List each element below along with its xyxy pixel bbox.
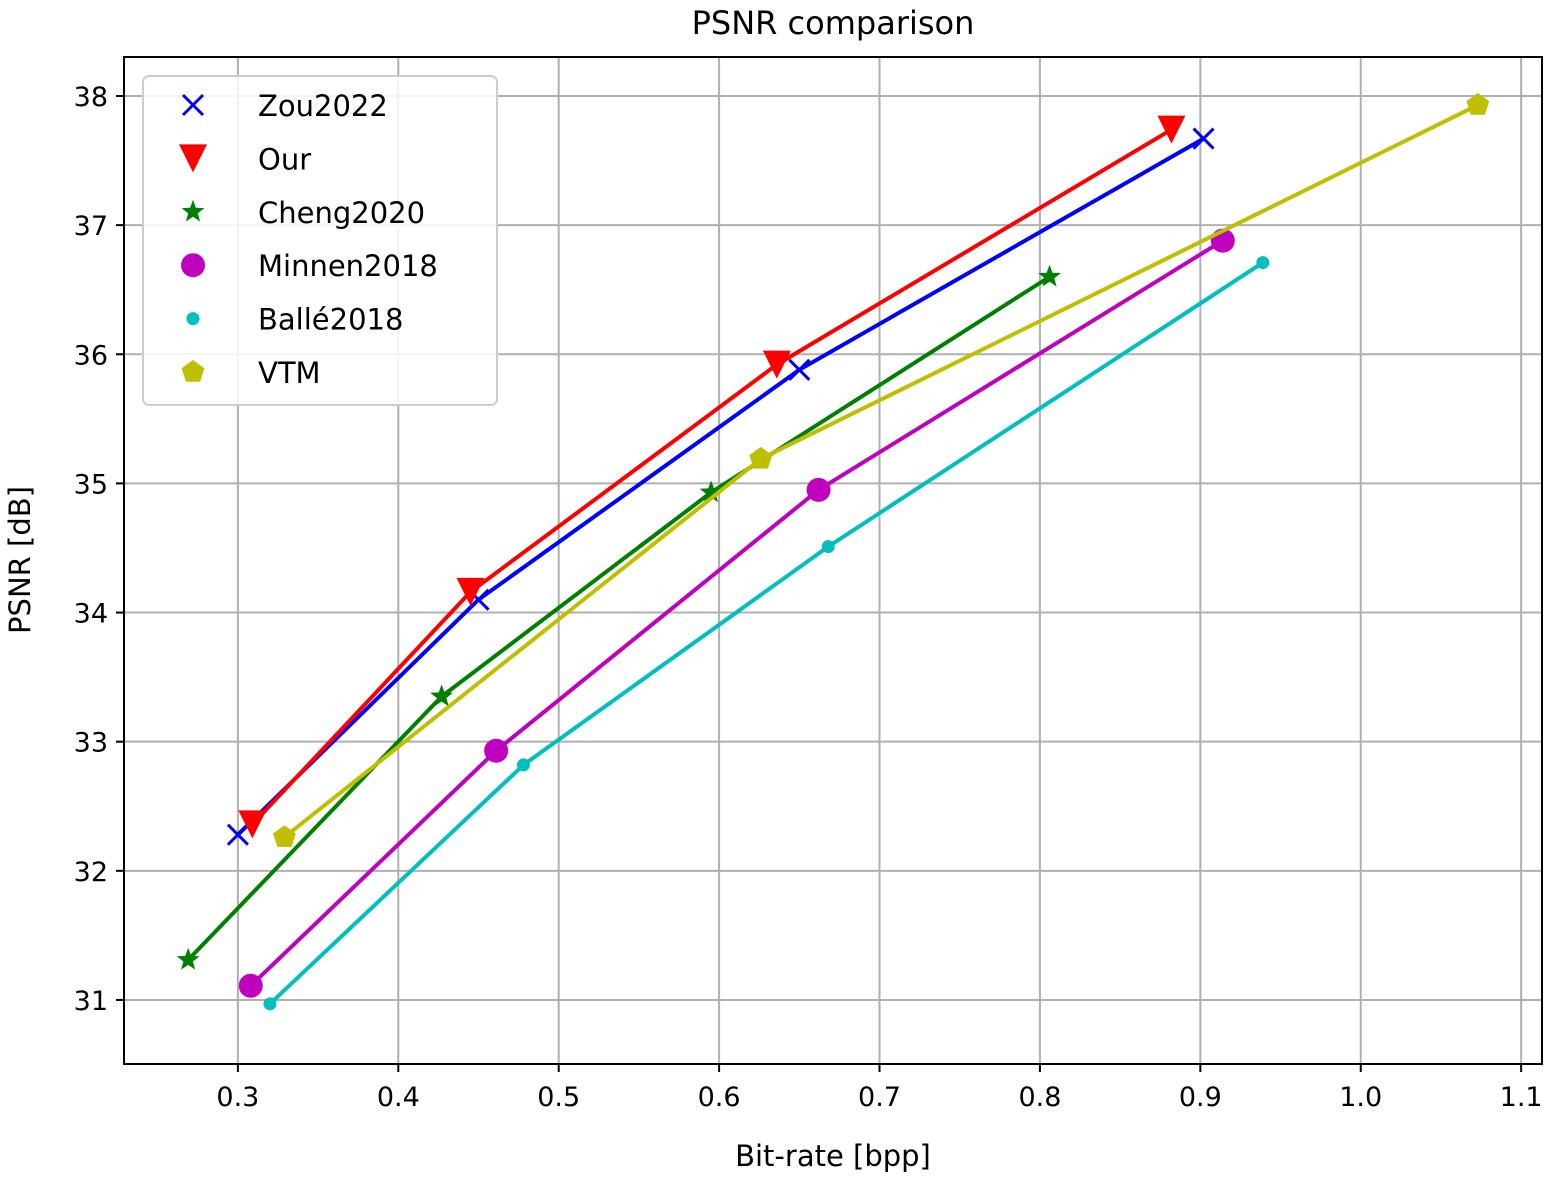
series-our [238, 115, 1186, 839]
legend-entry: Zou2022 [181, 89, 388, 123]
y-tick-label: 38 [74, 82, 108, 113]
x-tick-label: 0.6 [698, 1082, 741, 1113]
y-tick-label: 33 [74, 728, 108, 759]
chart-title: PSNR comparison [692, 4, 975, 42]
series-cheng2020 [176, 264, 1061, 970]
data-point [821, 540, 835, 554]
x-tick-label: 0.8 [1018, 1082, 1061, 1113]
data-point [181, 360, 205, 382]
legend-box [142, 75, 498, 406]
data-point [273, 825, 296, 847]
series-line [186, 275, 1051, 962]
legend-label: VTM [258, 356, 321, 390]
legend: Zou2022 Our Cheng2020 Minnen2018 Ballé2018 VT… [142, 75, 498, 406]
x-tick-label: 0.3 [216, 1082, 259, 1113]
data-point [176, 947, 200, 970]
y-tick-label: 37 [74, 211, 108, 242]
legend-entry: Minnen2018 [181, 249, 438, 283]
legend-label: Minnen2018 [258, 249, 438, 283]
data-point [788, 358, 811, 381]
y-tick-label: 34 [74, 599, 108, 630]
series-ballé2018 [263, 256, 1270, 1011]
y-tick-label: 32 [74, 857, 108, 888]
data-point [699, 480, 723, 503]
x-tick-label: 0.5 [537, 1082, 580, 1113]
legend-entry: Our [179, 142, 311, 176]
y-tick-label: 35 [74, 469, 108, 500]
y-tick-label: 36 [74, 340, 108, 371]
legend-entry: Cheng2020 [181, 196, 425, 230]
plot-frame [123, 56, 1543, 1065]
data-point [1192, 127, 1215, 150]
data-point [238, 973, 263, 998]
x-tick-label: 1.1 [1500, 1082, 1543, 1113]
data-point [226, 823, 249, 846]
data-point [1038, 264, 1061, 287]
data-point [430, 684, 453, 707]
series-minnen2018 [238, 228, 1235, 998]
series-line [268, 260, 1264, 1006]
data-point [806, 477, 831, 502]
x-tick-label: 0.7 [858, 1082, 901, 1113]
x-axis-label: Bit-rate [bpp] [735, 1139, 931, 1173]
data-point [238, 810, 267, 839]
data-point [484, 738, 509, 763]
data-point [179, 144, 207, 173]
x-tick-label: 0.4 [377, 1082, 420, 1113]
legend-entry: Ballé2018 [186, 303, 403, 337]
series-line [250, 127, 1173, 826]
data-point [181, 93, 205, 117]
data-point [1256, 256, 1270, 270]
legend-entry: VTM [181, 356, 321, 390]
data-point [181, 199, 205, 222]
data-point [749, 446, 773, 469]
x-tick-label: 1.0 [1339, 1082, 1382, 1113]
legend-label: Cheng2020 [258, 196, 425, 230]
data-point [263, 997, 277, 1011]
legend-label: Our [258, 142, 311, 176]
data-point [456, 577, 485, 606]
x-tick-label: 0.9 [1179, 1082, 1222, 1113]
data-point [181, 253, 205, 278]
y-tick-label: 31 [74, 986, 108, 1017]
y-axis-label: PSNR [dB] [3, 486, 37, 634]
series-vtm [273, 93, 1490, 847]
data-point [186, 312, 200, 326]
series-line [236, 136, 1205, 837]
data-point [1157, 115, 1186, 144]
series-line [249, 238, 1224, 988]
data-point [762, 350, 791, 379]
data-point [516, 758, 530, 772]
data-point [1466, 93, 1490, 115]
legend-label: Zou2022 [258, 89, 388, 123]
legend-label: Ballé2018 [258, 303, 403, 337]
